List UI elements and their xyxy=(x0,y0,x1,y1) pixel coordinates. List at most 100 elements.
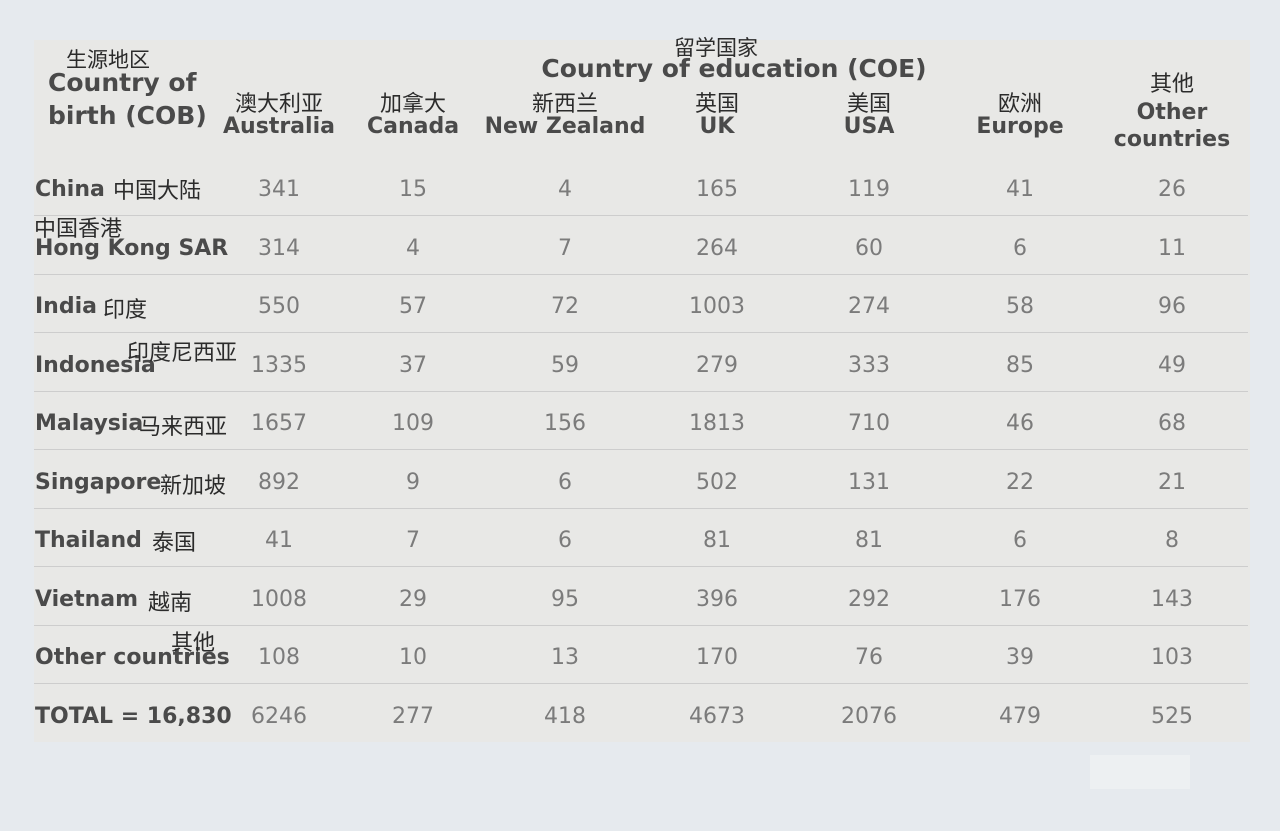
row-label-en: Hong Kong SAR xyxy=(35,236,229,261)
table-cell: 119 xyxy=(848,177,890,202)
table-cell: 103 xyxy=(1151,645,1193,670)
column-header-en: Europe xyxy=(976,114,1064,139)
row-label-zh: 泰国 xyxy=(152,531,197,556)
column-header-zh: 欧洲 xyxy=(997,92,1043,117)
total-cell: 479 xyxy=(999,704,1041,729)
table-cell: 7 xyxy=(558,236,572,261)
column-header-en-line2: countries xyxy=(1113,127,1231,152)
row-label-en: Vietnam xyxy=(35,587,139,612)
total-cell: 418 xyxy=(544,704,586,729)
row-label-en: Indonesia xyxy=(35,353,156,378)
table-cell: 279 xyxy=(696,353,738,378)
table-cell: 72 xyxy=(551,294,579,319)
row-label-zh: 马来西亚 xyxy=(139,415,228,440)
table-cell: 29 xyxy=(399,587,427,612)
table-cell: 314 xyxy=(258,236,300,261)
column-header: 美国 USA xyxy=(844,94,895,138)
column-header-en: Australia xyxy=(223,114,335,139)
row-divider xyxy=(34,508,1248,509)
column-header-en: Canada xyxy=(366,114,460,139)
table-cell: 6 xyxy=(1013,528,1027,553)
table-cell: 76 xyxy=(855,645,883,670)
total-cell: 277 xyxy=(392,704,434,729)
total-cell: 6246 xyxy=(251,704,307,729)
row-divider xyxy=(34,566,1248,567)
column-header: 加拿大 Canada xyxy=(367,94,459,138)
table-cell: 57 xyxy=(399,294,427,319)
cob-header-line2: birth (COB) xyxy=(48,101,207,130)
table-cell: 26 xyxy=(1158,177,1186,202)
coe-header-zh: 留学国家 xyxy=(674,36,758,60)
table-cell: 1335 xyxy=(251,353,307,378)
table-cell: 13 xyxy=(551,645,579,670)
row-label-zh: 越南 xyxy=(148,591,193,616)
column-header-zh: 加拿大 xyxy=(379,92,446,117)
table-cell: 165 xyxy=(696,177,738,202)
table-cell: 292 xyxy=(848,587,890,612)
table-cell: 274 xyxy=(848,294,890,319)
row-divider xyxy=(34,391,1248,392)
table-cell: 176 xyxy=(999,587,1041,612)
table-cell: 502 xyxy=(696,470,738,495)
table-cell: 81 xyxy=(703,528,731,553)
table-cell: 264 xyxy=(696,236,738,261)
table-cell: 1813 xyxy=(689,411,745,436)
row-label-zh: 印度尼西亚 xyxy=(127,341,238,366)
table-cell: 96 xyxy=(1158,294,1186,319)
column-header: 英国 UK xyxy=(695,94,739,138)
table-cell: 396 xyxy=(696,587,738,612)
column-header: 欧洲 Europe xyxy=(976,94,1063,138)
row-label-zh: 新加坡 xyxy=(160,474,227,499)
column-header-en: USA xyxy=(843,114,895,139)
row-divider xyxy=(34,625,1248,626)
coe-header-en: Country of education (COE) xyxy=(541,54,927,83)
table-cell: 41 xyxy=(265,528,293,553)
table-cell: 1657 xyxy=(251,411,307,436)
column-header-zh: 澳大利亚 xyxy=(234,92,323,117)
row-divider xyxy=(34,274,1248,275)
table-cell: 58 xyxy=(1006,294,1034,319)
column-header: 其他 Other countries xyxy=(1114,74,1230,151)
column-header-en-line1: Other xyxy=(1136,100,1208,125)
column-header-zh: 英国 xyxy=(694,92,740,117)
table-cell: 1008 xyxy=(251,587,307,612)
row-label-en: Malaysia xyxy=(35,411,144,436)
table-cell: 6 xyxy=(1013,236,1027,261)
table-cell: 550 xyxy=(258,294,300,319)
table-cell: 109 xyxy=(392,411,434,436)
blank-box xyxy=(1090,755,1190,789)
table-cell: 9 xyxy=(406,470,420,495)
column-header-zh: 其他 xyxy=(1149,72,1194,97)
row-label-zh: 中国香港 xyxy=(34,217,123,242)
row-label-en: China xyxy=(35,177,105,202)
table-cell: 333 xyxy=(848,353,890,378)
row-divider xyxy=(34,449,1248,450)
row-label-zh: 其他 xyxy=(171,631,216,656)
table-cell: 60 xyxy=(855,236,883,261)
table-cell: 37 xyxy=(399,353,427,378)
table-cell: 4 xyxy=(558,177,572,202)
table-cell: 156 xyxy=(544,411,586,436)
column-header: 新西兰 New Zealand xyxy=(485,94,646,138)
row-label-en: India xyxy=(35,294,97,319)
table-cell: 46 xyxy=(1006,411,1034,436)
row-divider xyxy=(34,215,1248,216)
table-cell: 39 xyxy=(1006,645,1034,670)
table-cell: 10 xyxy=(399,645,427,670)
cob-header-zh: 生源地区 xyxy=(66,48,150,72)
table-cell: 6 xyxy=(558,470,572,495)
total-cell: 4673 xyxy=(689,704,745,729)
table-cell: 15 xyxy=(399,177,427,202)
total-cell: 525 xyxy=(1151,704,1193,729)
table-cell: 1003 xyxy=(689,294,745,319)
table-cell: 892 xyxy=(258,470,300,495)
table-cell: 6 xyxy=(558,528,572,553)
table-cell: 68 xyxy=(1158,411,1186,436)
table-cell: 4 xyxy=(406,236,420,261)
table-cell: 11 xyxy=(1158,236,1186,261)
row-label-zh: 印度 xyxy=(103,298,148,323)
table-cell: 8 xyxy=(1165,528,1179,553)
column-header-en: New Zealand xyxy=(484,114,646,139)
row-divider xyxy=(34,332,1248,333)
